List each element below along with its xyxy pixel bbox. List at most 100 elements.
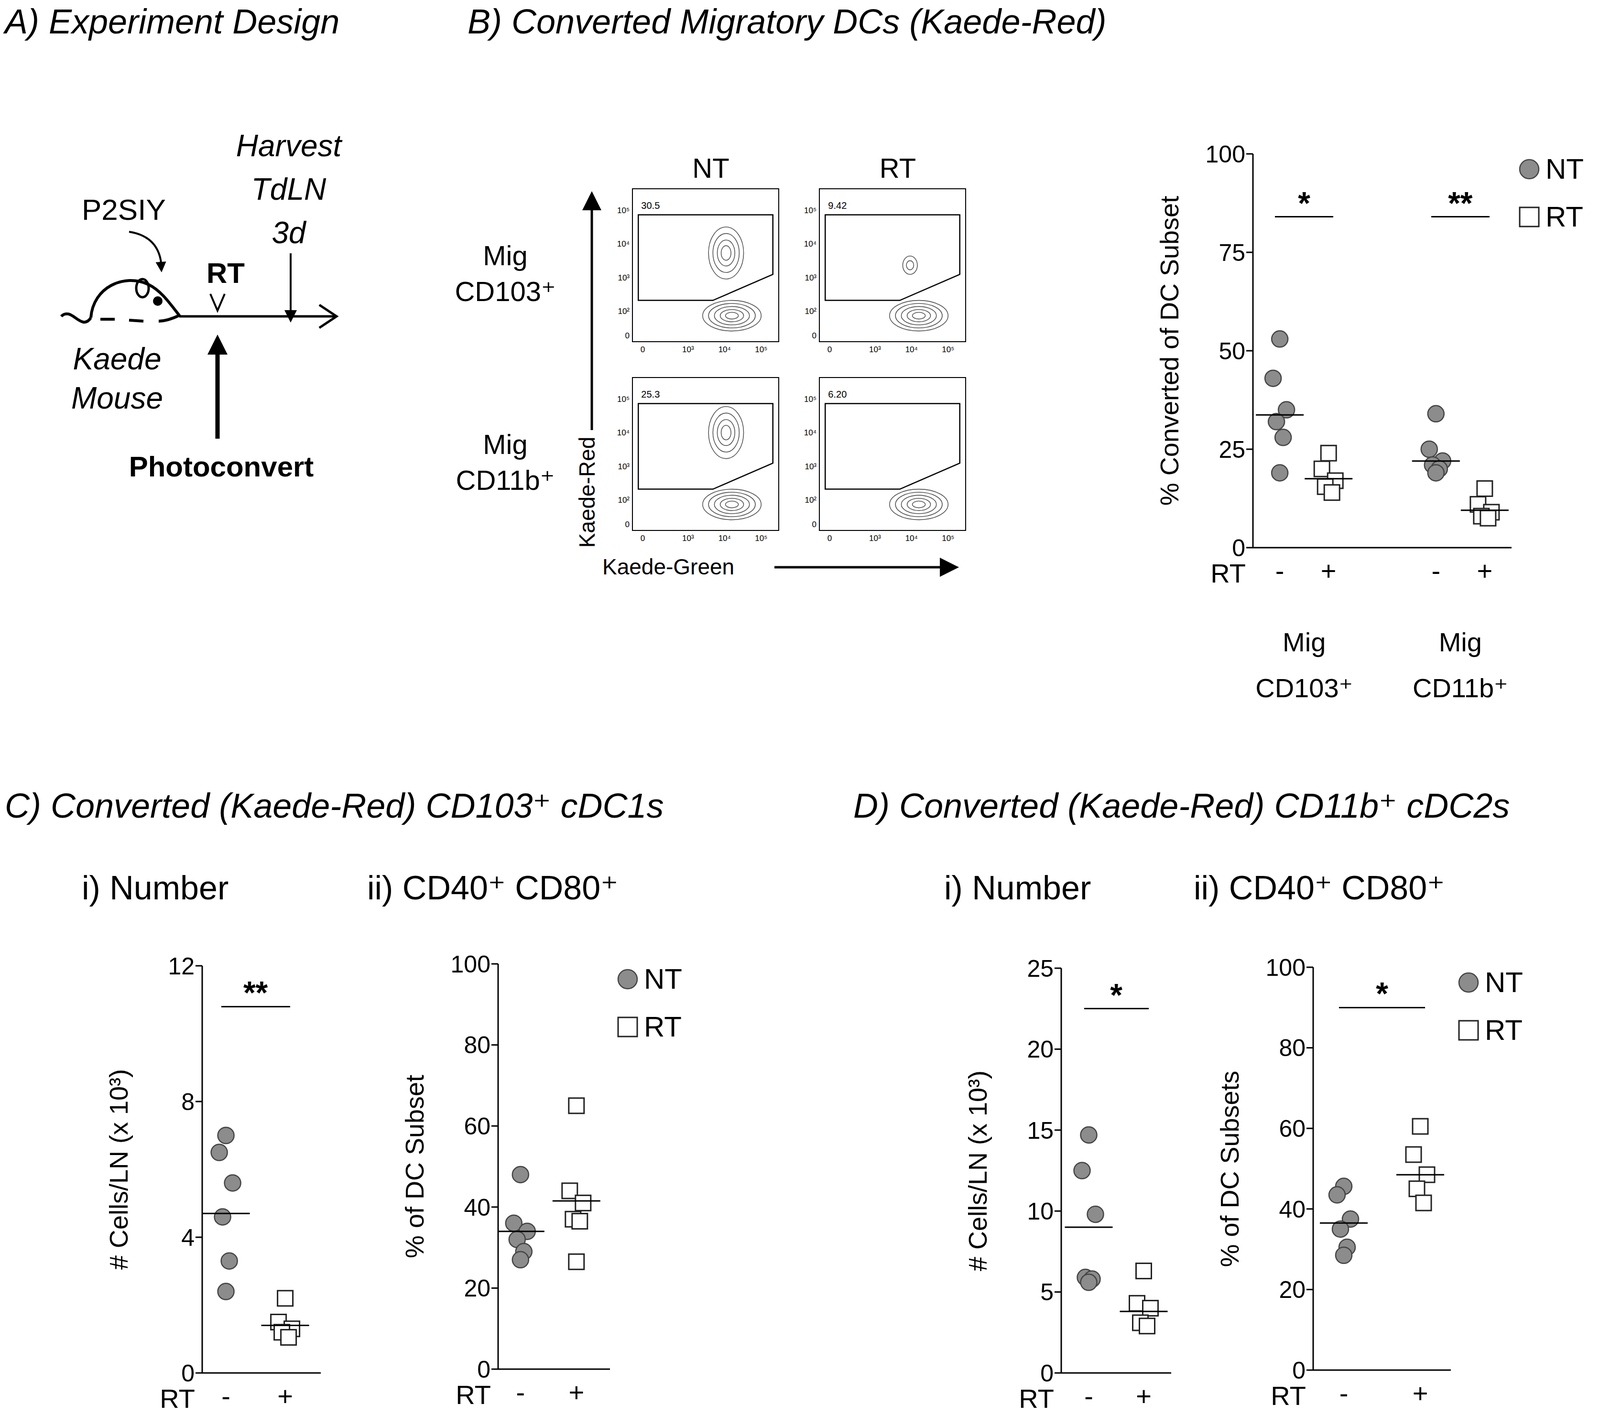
svg-text:10⁴: 10⁴ <box>718 533 731 544</box>
svg-text:20: 20 <box>463 1275 491 1303</box>
svg-text:4: 4 <box>181 1224 195 1252</box>
svg-text:10⁵: 10⁵ <box>754 345 768 355</box>
svg-text:20: 20 <box>1026 1036 1054 1064</box>
svg-text:80: 80 <box>463 1032 491 1059</box>
svg-text:10³: 10³ <box>617 462 630 472</box>
svg-text:Kaede-Red: Kaede-Red <box>574 436 600 549</box>
svg-text:3d: 3d <box>271 215 307 251</box>
svg-text:10³: 10³ <box>869 345 882 355</box>
svg-text:-: - <box>515 1377 525 1408</box>
svg-text:0: 0 <box>827 533 832 544</box>
svg-text:0: 0 <box>1292 1357 1306 1385</box>
svg-text:10²: 10² <box>617 495 630 505</box>
svg-text:-: - <box>1275 555 1285 587</box>
svg-text:10³: 10³ <box>682 533 695 544</box>
svg-text:5: 5 <box>1040 1279 1054 1307</box>
svg-text:10³: 10³ <box>869 533 882 544</box>
svg-text:10³: 10³ <box>682 345 695 355</box>
svg-text:25: 25 <box>1218 436 1246 464</box>
svg-text:10³: 10³ <box>804 462 817 472</box>
svg-text:50: 50 <box>1218 337 1246 365</box>
svg-text:C) Converted (Kaede-Red) CD103: C) Converted (Kaede-Red) CD103⁺ cDC1s <box>4 786 664 826</box>
svg-text:+: + <box>1320 555 1337 587</box>
svg-text:10⁵: 10⁵ <box>754 533 768 544</box>
svg-text:15: 15 <box>1026 1117 1054 1145</box>
svg-text:CD11b⁺: CD11b⁺ <box>456 464 556 496</box>
svg-text:20: 20 <box>1278 1276 1306 1304</box>
svg-text:+: + <box>1412 1378 1429 1409</box>
svg-text:10⁵: 10⁵ <box>941 533 955 544</box>
svg-text:+: + <box>568 1377 585 1408</box>
svg-text:60: 60 <box>463 1113 491 1141</box>
svg-text:Kaede: Kaede <box>72 341 162 377</box>
svg-text:10⁵: 10⁵ <box>804 394 817 404</box>
svg-text:Mig: Mig <box>482 239 528 272</box>
svg-text:100: 100 <box>1205 141 1246 168</box>
html-text:Mig CD103⁺: Mig CD103⁺ <box>1255 627 1353 704</box>
svg-text:10: 10 <box>1026 1198 1054 1226</box>
svg-text:10²: 10² <box>804 495 817 505</box>
svg-text:25.3: 25.3 <box>641 389 660 400</box>
svg-text:D) Converted (Kaede-Red) CD11b: D) Converted (Kaede-Red) CD11b⁺ cDC2s <box>853 786 1510 826</box>
svg-text:10⁴: 10⁴ <box>905 345 918 355</box>
svg-text:10⁵: 10⁵ <box>804 206 817 216</box>
svg-text:0: 0 <box>640 533 645 544</box>
svg-text:-: - <box>1431 555 1441 587</box>
svg-text:10⁴: 10⁴ <box>804 239 817 249</box>
svg-text:80: 80 <box>1278 1034 1306 1062</box>
svg-text:10²: 10² <box>804 306 817 316</box>
svg-text:0: 0 <box>827 345 832 355</box>
svg-text:10⁴: 10⁴ <box>718 345 731 355</box>
svg-text:Mig: Mig <box>482 428 528 460</box>
svg-text:Mouse: Mouse <box>71 380 164 416</box>
svg-text:10²: 10² <box>617 306 630 316</box>
svg-text:9.42: 9.42 <box>827 200 847 211</box>
svg-text:0: 0 <box>640 345 645 355</box>
svg-text:10⁵: 10⁵ <box>941 345 955 355</box>
svg-text:10³: 10³ <box>804 273 817 283</box>
svg-text:10⁴: 10⁴ <box>804 428 817 438</box>
svg-text:Kaede-Green: Kaede-Green <box>602 554 735 580</box>
svg-text:NT: NT <box>692 152 730 184</box>
svg-text:10⁴: 10⁴ <box>905 533 918 544</box>
svg-text:10⁵: 10⁵ <box>617 394 630 404</box>
svg-text:10⁴: 10⁴ <box>617 428 630 438</box>
svg-text:Photoconvert: Photoconvert <box>129 450 315 483</box>
svg-text:0: 0 <box>1231 534 1246 562</box>
svg-text:100: 100 <box>1265 954 1306 982</box>
svg-text:CD103⁺: CD103⁺ <box>454 275 556 307</box>
svg-text:0: 0 <box>1040 1360 1054 1388</box>
svg-text:12: 12 <box>167 953 195 980</box>
svg-text:8: 8 <box>181 1088 195 1116</box>
svg-text:+: + <box>277 1381 294 1412</box>
svg-text:75: 75 <box>1218 239 1246 267</box>
svg-text:P2SIY: P2SIY <box>81 193 166 227</box>
svg-text:0: 0 <box>812 331 817 341</box>
svg-text:10³: 10³ <box>617 273 630 283</box>
svg-text:0: 0 <box>812 520 817 530</box>
svg-text:60: 60 <box>1278 1115 1306 1143</box>
svg-text:25: 25 <box>1026 955 1054 983</box>
svg-text:A) Experiment Design: A) Experiment Design <box>2 2 340 41</box>
svg-text:0: 0 <box>625 331 630 341</box>
svg-text:6.20: 6.20 <box>827 389 847 400</box>
svg-text:0: 0 <box>181 1360 195 1388</box>
svg-text:RT: RT <box>206 257 245 290</box>
svg-text:RT: RT <box>879 152 916 184</box>
svg-text:40: 40 <box>1278 1196 1306 1224</box>
svg-text:+: + <box>1135 1381 1152 1412</box>
svg-text:+: + <box>1477 555 1493 587</box>
svg-text:-: - <box>221 1381 231 1412</box>
svg-text:100: 100 <box>450 951 491 979</box>
svg-text:0: 0 <box>477 1356 491 1384</box>
svg-text:10⁴: 10⁴ <box>617 239 630 249</box>
svg-text:-: - <box>1084 1381 1094 1412</box>
svg-text:TdLN: TdLN <box>251 172 327 207</box>
svg-text:30.5: 30.5 <box>641 200 660 211</box>
svg-text:-: - <box>1339 1378 1349 1409</box>
svg-text:0: 0 <box>625 520 630 530</box>
svg-text:10⁵: 10⁵ <box>617 206 630 216</box>
svg-text:Harvest: Harvest <box>236 128 343 164</box>
svg-text:40: 40 <box>463 1194 491 1222</box>
svg-text:B) Converted Migratory DCs (Ka: B) Converted Migratory DCs (Kaede-Red) <box>467 2 1107 41</box>
